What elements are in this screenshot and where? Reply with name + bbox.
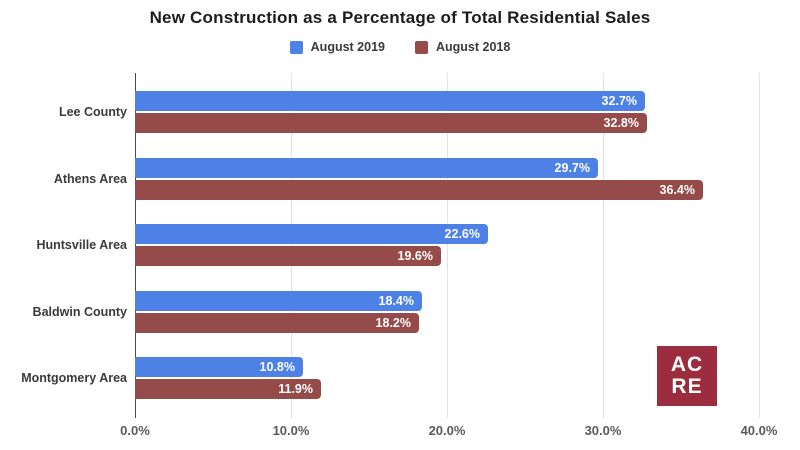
bar-value-label: 22.6% xyxy=(444,227,480,241)
x-tick-label-30: 30.0% xyxy=(584,423,622,438)
acre-logo: AC RE xyxy=(657,346,717,406)
category-label-lee-county: Lee County xyxy=(58,105,127,119)
x-tick-label-10: 10.0% xyxy=(272,423,310,438)
bar-value-label: 29.7% xyxy=(554,160,590,175)
bar-august-2019-athens-area: 29.7% xyxy=(135,157,598,178)
chart-title: New Construction as a Percentage of Tota… xyxy=(149,8,651,27)
bar-august-2019-huntsville-area: 22.6% xyxy=(135,224,488,244)
gridline-30 xyxy=(603,73,604,418)
legend-label-august-2019: August 2019 xyxy=(310,40,385,54)
bar-august-2018-lee-county: 32.8% xyxy=(135,113,647,133)
acre-logo-line1: AC xyxy=(670,353,704,376)
bar-value-label: 18.4% xyxy=(378,293,414,308)
bar-value-label: 32.7% xyxy=(601,94,637,108)
legend: August 2019 August 2018 xyxy=(0,40,800,54)
category-label-baldwin-county: Baldwin County xyxy=(32,304,127,319)
bar-value-label: 36.4% xyxy=(659,182,695,197)
bar-value-label: 11.9% xyxy=(278,382,313,396)
x-tick-label-20: 20.0% xyxy=(428,423,466,438)
bar-value-label: 32.8% xyxy=(603,116,639,130)
gridline-20 xyxy=(447,73,448,418)
y-axis-baseline xyxy=(135,73,136,418)
legend-item-august-2019: August 2019 xyxy=(289,40,385,54)
bar-august-2018-athens-area: 36.4% xyxy=(135,179,703,200)
bar-august-2018-montgomery-area: 11.9% xyxy=(135,379,321,399)
category-label-athens-area: Athens Area xyxy=(53,171,127,186)
category-label-montgomery-area: Montgomery Area xyxy=(21,371,127,385)
acre-logo-line2: RE xyxy=(671,375,703,398)
x-tick-label-40: 40.0% xyxy=(740,423,778,438)
bar-august-2019-montgomery-area: 10.8% xyxy=(135,357,303,377)
legend-label-august-2018: August 2018 xyxy=(436,40,511,54)
bar-value-label: 19.6% xyxy=(397,249,433,263)
bar-august-2018-baldwin-county: 18.2% xyxy=(135,312,419,333)
category-label-huntsville-area: Huntsville Area xyxy=(36,238,127,252)
legend-item-august-2018: August 2018 xyxy=(415,40,510,54)
gridline-10 xyxy=(291,73,292,418)
bar-august-2018-huntsville-area: 19.6% xyxy=(135,246,441,266)
legend-swatch-august-2019 xyxy=(289,40,303,54)
gridline-40 xyxy=(759,73,760,418)
x-tick-label-0: 0.0% xyxy=(120,423,150,438)
bar-value-label: 18.2% xyxy=(375,315,411,330)
legend-swatch-august-2018 xyxy=(415,40,428,54)
bar-august-2019-baldwin-county: 18.4% xyxy=(135,290,422,311)
bar-value-label: 10.8% xyxy=(259,360,295,374)
bar-august-2019-lee-county: 32.7% xyxy=(135,91,645,111)
